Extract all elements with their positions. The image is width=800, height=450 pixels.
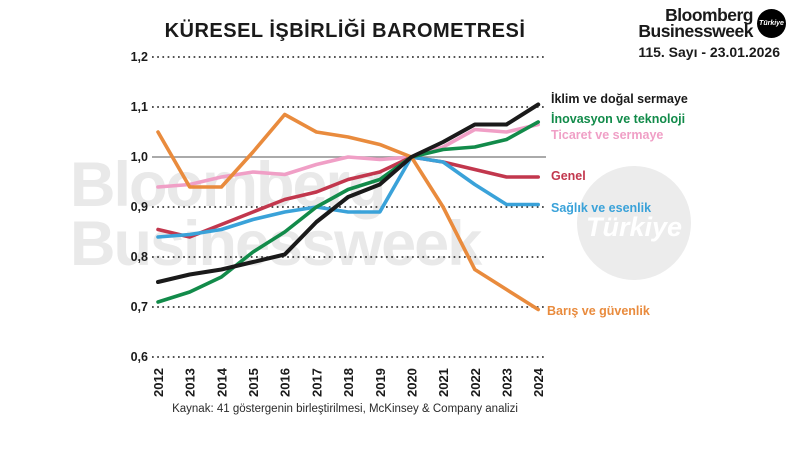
logo-line2: Businessweek — [638, 21, 753, 42]
x-tick-label: 2013 — [183, 368, 198, 397]
y-tick-label: 1,2 — [131, 50, 148, 64]
x-tick-label: 2014 — [214, 367, 229, 397]
legend-item-health: Sağlık ve esenlik — [551, 201, 652, 215]
series-line-5 — [156, 112, 541, 312]
x-tick-label: 2017 — [309, 368, 324, 397]
watermark-line2: Businessweek — [70, 208, 482, 279]
x-tick-label: 2024 — [531, 367, 546, 397]
legend-item-trade: Ticaret ve sermaye — [551, 128, 664, 142]
x-tick-label: 2022 — [468, 368, 483, 397]
bloomberg-logo: Bloomberg Businessweek Türkiye — [638, 5, 786, 42]
y-tick-label: 0,7 — [131, 300, 148, 314]
bloomberg-logo-text: Bloomberg Businessweek — [638, 5, 753, 42]
x-tick-label: 2015 — [246, 368, 261, 397]
series-line-2 — [156, 122, 541, 189]
series-line-4 — [156, 155, 541, 239]
turkiye-badge: Türkiye — [757, 8, 786, 38]
source-note: Kaynak: 41 göstergenin birleştirilmesi, … — [172, 403, 518, 415]
y-tick-label: 0,6 — [131, 350, 148, 364]
page-title: KÜRESEL İŞBİRLİĞİ BAROMETRESİ — [164, 20, 526, 42]
y-tick-label: 0,9 — [131, 200, 148, 214]
x-tick-label: 2023 — [499, 368, 514, 397]
logo-line1: Bloomberg — [665, 5, 753, 25]
legend-item-innovation: İnovasyon ve teknoloji — [551, 112, 686, 126]
issue-date-label: 115. Sayı - 23.01.2026 — [638, 44, 780, 60]
x-tick-label: 2021 — [436, 368, 451, 397]
watermark-circle-label: Türkiye — [585, 211, 683, 242]
y-tick-label: 1,1 — [131, 100, 148, 114]
series-line-1 — [156, 120, 541, 304]
x-tick-label: 2016 — [278, 368, 293, 397]
series-line-3 — [156, 155, 541, 239]
x-tick-label: 2012 — [151, 368, 166, 397]
x-tick-label: 2018 — [341, 368, 356, 397]
y-tick-label: 1,0 — [131, 150, 148, 164]
y-tick-label: 0,8 — [131, 250, 148, 264]
series-line-0 — [156, 102, 541, 284]
legend-item-climate: İklim ve doğal sermaye — [551, 92, 688, 106]
legend-item-overall: Genel — [551, 169, 586, 183]
turkiye-badge-label: Türkiye — [759, 19, 784, 27]
x-tick-label: 2020 — [404, 368, 419, 397]
x-tick-label: 2019 — [373, 368, 388, 397]
legend-item-peace: Barış ve güvenlik — [547, 304, 650, 318]
background-watermark-circle: Türkiye — [577, 166, 691, 280]
